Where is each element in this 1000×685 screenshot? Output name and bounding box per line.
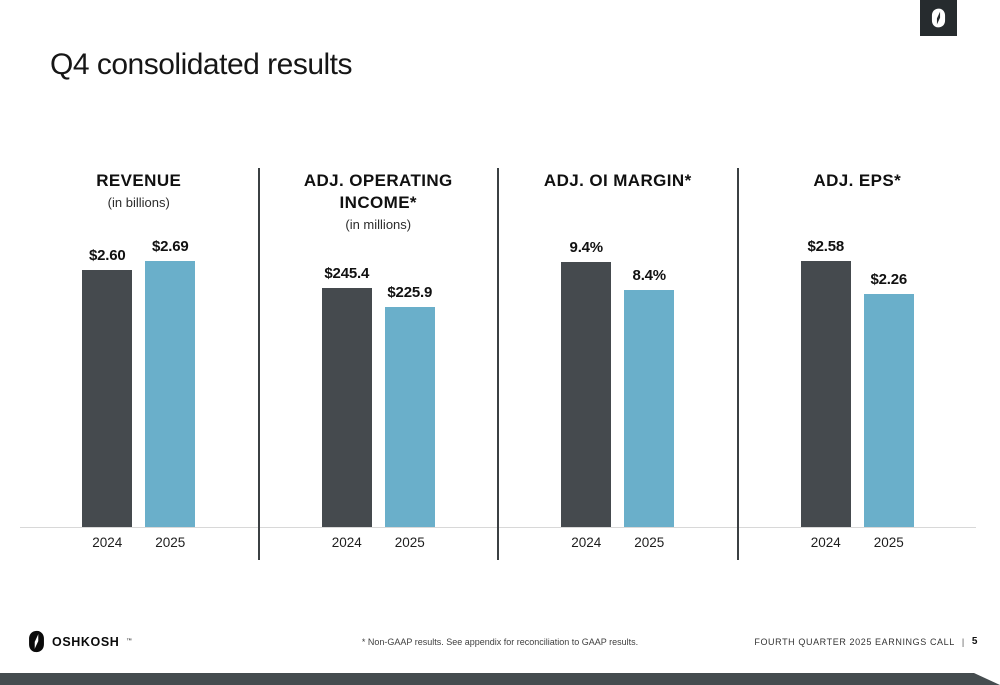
chart-panel: ADJ. OPERATING INCOME* (in millions) $245.…: [259, 168, 498, 560]
bar-2025: $2.69: [145, 238, 196, 527]
chart-header: ADJ. EPS*: [739, 170, 977, 192]
bar-value-label: $245.4: [324, 265, 370, 282]
footer-caption-group: FOURTH QUARTER 2025 EARNINGS CALL | 5: [754, 636, 978, 647]
chart-header: ADJ. OI MARGIN*: [499, 170, 737, 192]
axis-tick-label: 2025: [155, 535, 186, 550]
footnote: * Non-GAAP results. See appendix for rec…: [361, 637, 639, 647]
axis-tick-label: 2024: [92, 535, 123, 550]
bar-2025: 8.4%: [624, 267, 675, 527]
axis-tick-label: 2024: [331, 535, 362, 550]
bar-value-label: 9.4%: [569, 239, 604, 256]
axis-tick-label: 2025: [634, 535, 665, 550]
plot-area: $2.58 $2.26: [738, 238, 976, 528]
chart-header: REVENUE (in billions): [20, 170, 258, 210]
chart-panel: ADJ. OI MARGIN* 9.4% 8.4% 2024 2025: [499, 168, 737, 560]
x-axis: 2024 2025: [20, 535, 258, 550]
bar-2024: $245.4: [321, 265, 372, 527]
chart-title: ADJ. OI MARGIN*: [543, 171, 692, 190]
axis-tick-label: 2025: [873, 535, 904, 550]
chart-panel: ADJ. EPS* $2.58 $2.26 2024 2025: [738, 168, 977, 560]
x-axis: 2024 2025: [499, 535, 737, 550]
footer: OSHKOSH ™ * Non-GAAP results. See appendi…: [0, 628, 1000, 656]
oshkosh-o-icon: [931, 8, 946, 28]
x-axis: 2024 2025: [260, 535, 498, 550]
oshkosh-o-icon: [29, 630, 44, 653]
footer-caption: FOURTH QUARTER 2025 EARNINGS CALL: [754, 636, 955, 647]
oshkosh-logo-square: [920, 0, 957, 36]
plot-area: 9.4% 8.4%: [499, 239, 737, 528]
bar-2024: $2.58: [800, 238, 851, 527]
x-axis: 2024 2025: [739, 535, 977, 550]
bar-2025: $2.26: [863, 271, 914, 527]
chart-title: ADJ. EPS*: [813, 171, 902, 190]
plot-area: $2.60 $2.69: [20, 238, 258, 528]
bar-value-label: $2.60: [88, 247, 126, 264]
bar-2025: $225.9: [384, 284, 435, 527]
bar-value-label: 8.4%: [632, 267, 667, 284]
page-number: 5: [971, 636, 978, 647]
panel-divider: [497, 168, 499, 560]
footer-separator: |: [961, 636, 965, 647]
bar-2024: 9.4%: [561, 239, 612, 527]
page-title: Q4 consolidated results: [50, 48, 353, 81]
bar-value-label: $2.26: [870, 271, 908, 288]
chart-header: ADJ. OPERATING INCOME* (in millions): [260, 170, 498, 232]
chart-title: REVENUE: [96, 171, 182, 190]
bar-2024: $2.60: [82, 247, 133, 527]
bar-value-label: $2.69: [151, 238, 189, 255]
trademark-symbol: ™: [126, 637, 132, 644]
chart-subtitle: (in millions): [345, 216, 412, 232]
axis-tick-label: 2024: [810, 535, 841, 550]
chart-title: ADJ. OPERATING INCOME*: [303, 171, 453, 212]
panel-divider: [257, 168, 260, 560]
panel-divider: [736, 168, 739, 560]
bottom-accent-bar: [0, 673, 1000, 685]
brand-wordmark: OSHKOSH: [52, 634, 120, 649]
axis-tick-label: 2025: [394, 535, 425, 550]
bar-value-label: $225.9: [387, 284, 433, 301]
bar-value-label: $2.58: [807, 238, 845, 255]
oshkosh-logo: OSHKOSH ™: [28, 630, 132, 653]
charts-row: REVENUE (in billions) $2.60 $2.69 2024 2025 AD…: [20, 168, 976, 560]
chart-subtitle: (in billions): [107, 194, 170, 210]
axis-tick-label: 2024: [571, 535, 602, 550]
chart-panel: REVENUE (in billions) $2.60 $2.69 2024 2025: [20, 168, 258, 560]
plot-area: $245.4 $225.9: [259, 248, 497, 528]
